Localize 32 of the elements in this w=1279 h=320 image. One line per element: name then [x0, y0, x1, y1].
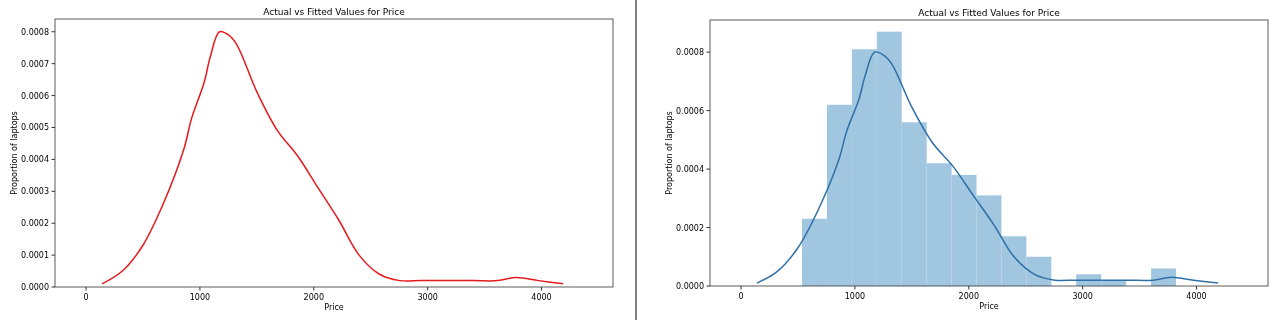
chart-title: Actual vs Fitted Values for Price	[918, 8, 1061, 18]
line-series	[101, 31, 564, 285]
x-tick-label: 0	[738, 292, 744, 301]
y-tick-label: 0.0005	[21, 123, 49, 133]
chart-title: Actual vs Fitted Values for Price	[263, 7, 406, 17]
y-tick-label: 0.0002	[676, 223, 704, 233]
y-tick-label: 0.0008	[676, 48, 704, 58]
x-tick-label: 1000	[189, 293, 211, 302]
y-tick-label: 0.0004	[676, 165, 704, 175]
x-tick-label: 1000	[844, 292, 866, 301]
x-tick-label: 2000	[303, 293, 324, 302]
line-series	[756, 51, 1219, 284]
y-axis-title: Proportion of laptops	[10, 111, 19, 195]
x-tick-label: 4000	[531, 293, 552, 302]
x-tick-label: 0	[83, 293, 89, 302]
y-tick-label: 0.0000	[676, 282, 704, 291]
y-axis-title: Proportion of laptops	[665, 111, 674, 195]
x-tick-label: 3000	[417, 293, 438, 302]
y-tick-label: 0.0006	[21, 91, 49, 101]
y-tick-label: 0.0006	[676, 106, 704, 116]
y-tick-label: 0.0002	[21, 219, 49, 229]
y-tick-label: 0.0001	[21, 251, 49, 261]
y-tick-label: 0.0008	[21, 27, 49, 37]
y-tick-label: 0.0000	[21, 283, 49, 292]
y-tick-label: 0.0004	[21, 155, 49, 165]
y-tick-label: 0.0003	[21, 187, 49, 197]
x-tick-label: 2000	[958, 292, 979, 301]
x-tick-label: 4000	[1186, 292, 1207, 301]
y-tick-label: 0.0007	[21, 59, 49, 69]
x-axis-title: Price	[324, 303, 344, 312]
x-tick-label: 3000	[1072, 292, 1093, 301]
x-axis-title: Price	[979, 302, 999, 311]
